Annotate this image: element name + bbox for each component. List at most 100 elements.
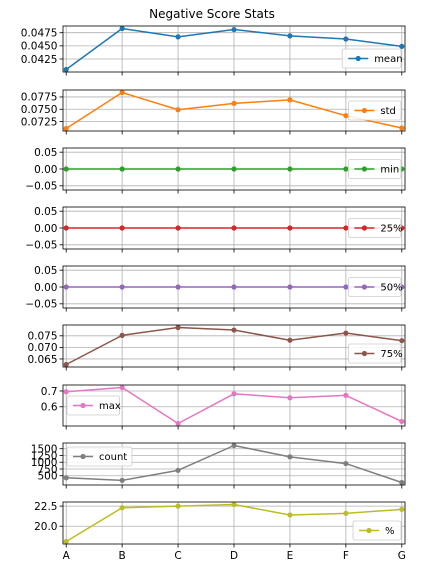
x-tick-label: E <box>287 550 294 562</box>
legend-marker <box>361 350 367 357</box>
data-point <box>231 391 237 397</box>
legend-label: max <box>99 401 121 412</box>
axes-frame <box>62 324 406 368</box>
data-point <box>343 225 349 231</box>
legend-box <box>347 100 402 121</box>
data-point <box>119 505 125 511</box>
x-tick-label: D <box>230 550 238 562</box>
legend-label: std <box>380 106 395 117</box>
data-point <box>175 34 181 40</box>
legend: % <box>352 520 402 541</box>
axes-frame <box>62 501 406 545</box>
legend-label: % <box>385 526 395 537</box>
data-point <box>63 538 69 545</box>
axes-frame <box>62 206 406 250</box>
data-point <box>175 324 181 331</box>
y-tick-label: 0.05 <box>34 206 57 218</box>
data-point <box>287 97 293 103</box>
y-tick-label: 750 <box>37 464 57 476</box>
data-point <box>175 467 181 473</box>
data-point <box>399 418 405 425</box>
data-point <box>343 392 349 398</box>
data-point <box>287 337 293 343</box>
legend: 50% <box>347 277 403 297</box>
panel-3: −0.05 0.00 0.05 25% <box>25 206 406 253</box>
axes-frame <box>62 265 406 309</box>
panel-2: −0.05 0.00 0.05 min <box>25 147 406 194</box>
y-tick-label: 1500 <box>31 444 58 456</box>
data-point <box>343 113 349 119</box>
data-point <box>63 225 69 231</box>
data-point <box>343 330 349 336</box>
x-tick-label: C <box>174 550 181 562</box>
data-point <box>287 284 293 290</box>
y-tick-label: −0.05 <box>25 299 57 311</box>
panel-4: −0.05 0.00 0.05 50% <box>25 265 406 312</box>
data-point <box>175 503 181 509</box>
chart-title: Negative Score Stats <box>149 7 275 21</box>
legend-label: count <box>99 452 127 463</box>
legend-box <box>66 395 120 416</box>
axes-frame <box>62 147 406 191</box>
data-point <box>399 125 405 131</box>
y-tick-label: 0.0450 <box>21 41 58 53</box>
legend-marker <box>361 225 367 231</box>
data-point <box>231 26 237 33</box>
legend-marker <box>80 402 86 409</box>
legend-marker <box>80 453 86 460</box>
data-point <box>119 284 125 290</box>
y-tick-label: 0.05 <box>34 147 57 159</box>
legend-box <box>347 277 402 297</box>
legend-box <box>347 343 402 364</box>
y-tick-label: 0.070 <box>27 342 57 354</box>
x-tick-label: A <box>63 550 71 562</box>
legend-label: min <box>380 165 399 176</box>
data-point <box>231 327 237 333</box>
legend-box <box>341 48 402 69</box>
y-tick-label: 0.0425 <box>21 54 58 66</box>
legend-box <box>66 446 133 467</box>
data-point <box>231 442 237 449</box>
y-tick-label: 22.5 <box>34 501 57 513</box>
legend-marker <box>361 284 367 290</box>
legend: max <box>66 395 121 416</box>
y-tick-label: −0.05 <box>25 240 57 252</box>
legend-marker <box>361 166 367 172</box>
y-tick-label: 20.0 <box>34 521 57 533</box>
axes-frame <box>62 384 406 427</box>
y-tick-label: 0.6 <box>41 402 58 414</box>
y-tick-label: 0.0725 <box>21 116 58 128</box>
data-point <box>63 475 69 481</box>
y-tick-label: −0.05 <box>25 181 57 193</box>
legend-label: mean <box>374 54 402 65</box>
data-point <box>287 395 293 401</box>
x-tick-label: B <box>119 550 126 562</box>
y-tick-label: 0.00 <box>34 164 57 176</box>
legend-label: 50% <box>380 283 402 294</box>
data-point <box>399 43 405 49</box>
legend: mean <box>341 48 403 69</box>
data-point <box>287 512 293 518</box>
legend-box <box>347 159 402 179</box>
data-point <box>119 384 125 391</box>
legend: 25% <box>347 218 403 238</box>
data-point <box>63 361 69 368</box>
data-point <box>63 166 69 172</box>
legend-label: 75% <box>380 349 402 360</box>
data-point <box>343 510 349 516</box>
data-point <box>343 284 349 290</box>
legend-marker <box>366 527 372 534</box>
y-tick-label: 1000 <box>31 457 58 469</box>
legend: 75% <box>347 343 403 364</box>
x-tick-label: F <box>343 550 349 562</box>
axes-frame <box>62 25 406 73</box>
y-tick-label: 0.075 <box>27 331 57 343</box>
data-point <box>175 284 181 290</box>
y-tick-label: 0.0750 <box>21 104 58 116</box>
